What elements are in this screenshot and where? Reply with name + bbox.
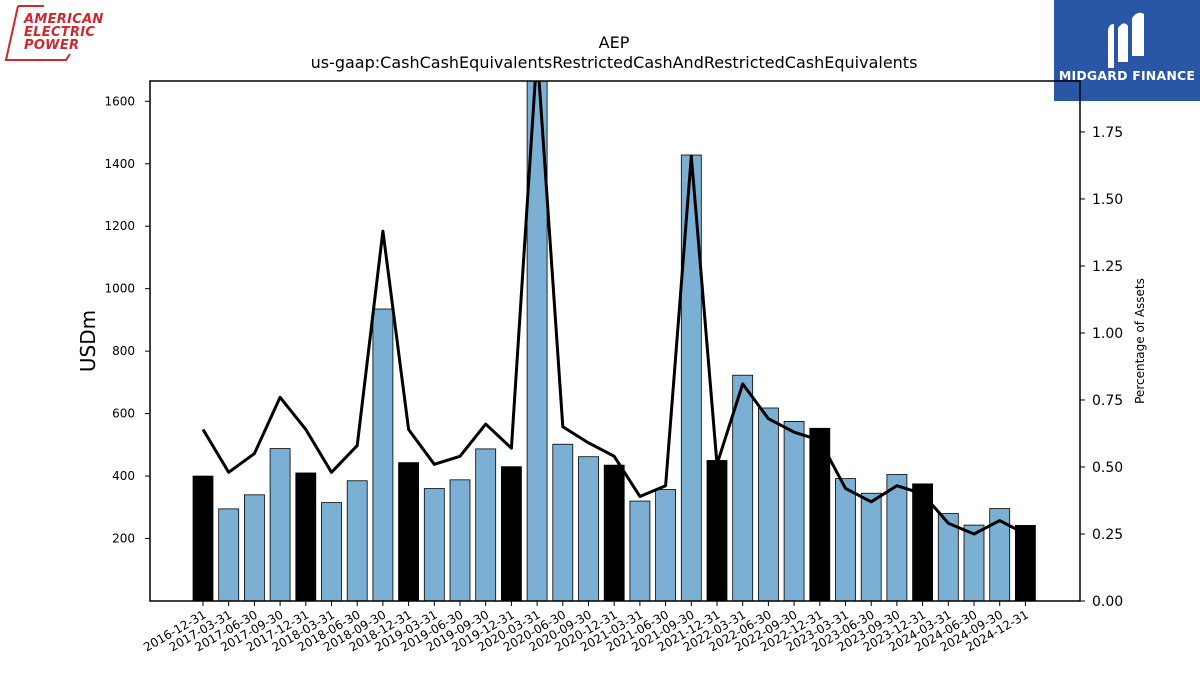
brand-logo: MIDGARD FINANCE (1054, 0, 1200, 101)
y-right-tick-label: 0.25 (1092, 527, 1123, 543)
bar-2024-03-31 (937, 513, 959, 601)
bar-2017-12-31 (295, 472, 317, 601)
bar-2023-09-30 (886, 474, 908, 601)
chart-subtitle: us-gaap:CashCashEquivalentsRestrictedCas… (311, 53, 918, 72)
y-tick-label: 1400 (104, 157, 135, 171)
bar-2020-09-30 (578, 456, 599, 601)
bar-2018-03-31 (321, 502, 342, 601)
bar-2017-03-31 (218, 508, 240, 601)
bar-2020-12-31 (603, 464, 625, 601)
plot-frame (149, 80, 1081, 602)
y-right-tick-label: 1.25 (1092, 259, 1123, 275)
chart-title: AEP (599, 33, 630, 52)
y-right-tick-label: 0.75 (1092, 393, 1123, 409)
y-axis-label: USDm (76, 310, 100, 372)
company-logo-line: POWER (24, 38, 80, 53)
bar-2022-12-31 (809, 427, 831, 601)
company-logo-line: ELECTRIC (24, 25, 96, 40)
y-axis-right-label: Percentage of Assets (1133, 278, 1147, 404)
y-right-tick-label: 1.00 (1092, 326, 1123, 342)
bar-2021-09-30 (680, 154, 702, 601)
percentage-line (201, 81, 1027, 536)
bar-2017-09-30 (269, 448, 291, 601)
bar-2024-06-30 (963, 524, 985, 601)
y-tick-label: 1200 (104, 219, 135, 233)
bar-2019-09-30 (475, 448, 497, 601)
y-right-tick-label: 1.50 (1092, 192, 1123, 208)
midgard-mark-icon (1108, 12, 1144, 68)
bar-2024-09-30 (989, 508, 1011, 601)
bar-2021-03-31 (629, 500, 651, 601)
bar-2017-06-30 (243, 494, 265, 601)
y-right-tick-label: 1.75 (1092, 125, 1123, 141)
y-tick-label: 800 (112, 344, 135, 358)
bar-2016-12-31 (192, 475, 214, 601)
y-tick-label: 200 (112, 532, 135, 546)
bar-2023-03-31 (835, 478, 856, 601)
company-logo: AMERICAN ELECTRIC POWER (4, 4, 120, 64)
bar-2019-12-31 (500, 466, 522, 601)
bar-2023-06-30 (860, 492, 882, 601)
bar-2022-03-31 (732, 374, 754, 601)
bar-2024-12-31 (1015, 525, 1036, 601)
brand-logo-text: MIDGARD FINANCE (1058, 68, 1196, 83)
bar-2019-06-30 (449, 479, 471, 601)
y-tick-label: 400 (112, 469, 135, 483)
company-logo-frame-icon (4, 5, 71, 61)
bar-2022-09-30 (783, 421, 805, 601)
bar-2021-06-30 (655, 489, 676, 601)
bar-2018-12-31 (398, 462, 420, 601)
y-right-tick-label: 0.00 (1092, 594, 1123, 610)
y-tick-label: 1600 (104, 94, 135, 108)
bar-2021-12-31 (706, 460, 728, 601)
bar-2018-09-30 (372, 308, 394, 601)
bar-2019-03-31 (423, 488, 445, 601)
company-logo-line: AMERICAN (24, 12, 104, 27)
bar-2020-06-30 (552, 443, 574, 601)
y-tick-label: 1000 (104, 282, 135, 296)
y-right-tick-label: 0.50 (1092, 460, 1123, 476)
bar-2018-06-30 (346, 480, 368, 601)
y-tick-label: 600 (112, 407, 135, 421)
bar-2022-06-30 (758, 407, 779, 601)
